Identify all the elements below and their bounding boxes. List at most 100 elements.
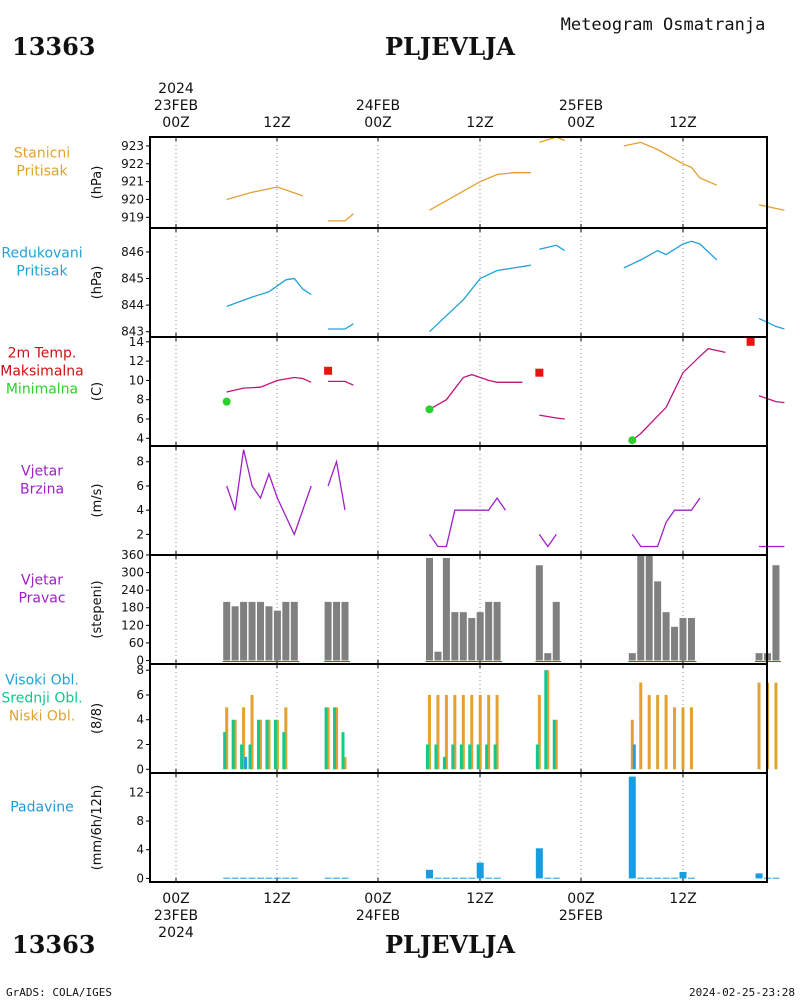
cloud-low-bar (436, 694, 440, 770)
precipitation-bar (654, 877, 662, 879)
cloud-mid-bar (544, 670, 548, 770)
cloud-low-bar (267, 719, 271, 770)
wind-direction-bar (248, 601, 256, 661)
y-tick-label: 14 (129, 335, 144, 349)
wind-direction-bar (341, 601, 349, 661)
cloud-mid-bar (468, 744, 472, 770)
y-tick-label: 4 (136, 843, 144, 857)
precipitation-bar (628, 776, 636, 879)
cloud-low-bar (681, 707, 685, 770)
wind-direction-bar (772, 565, 780, 661)
y-axis-label: (hPa) (90, 166, 105, 200)
wind-direction-bar (451, 612, 459, 661)
wind-direction-bar (687, 617, 695, 661)
bottom-tick-label-6: 12Z (669, 891, 696, 907)
cloud-low-bar (774, 682, 778, 770)
y-tick-label: 919 (121, 210, 144, 224)
series-line-station_pressure (328, 213, 354, 222)
wind-direction-bar (535, 565, 543, 661)
panel-cloud_cover: 0 2 4 6 8 (8/8) Visoki Obl. Srednji Obl. Niski O… (1, 663, 778, 776)
precipitation-bar (451, 877, 459, 879)
precipitation-bar (248, 877, 256, 879)
wind-direction-bar (265, 606, 273, 661)
cloud-low-bar (461, 694, 465, 770)
cloud-low-bar (259, 719, 262, 770)
panel-label-wind_speed: Brzina (20, 482, 64, 498)
precipitation-bar (333, 877, 341, 879)
wind-direction-bar (552, 601, 560, 661)
panel-frame (149, 227, 768, 338)
cloud-mid-bar (240, 744, 244, 770)
precipitation-bar (645, 877, 653, 879)
cloud-mid-bar (223, 732, 227, 770)
panel-label-cloud_cover: Visoki Obl. (5, 673, 79, 689)
panel-label-cloud_cover: Srednji Obl. (1, 691, 82, 707)
y-tick-label: 4 (136, 713, 144, 727)
y-tick-label: 6 (136, 479, 144, 493)
y-tick-label: 2 (136, 738, 144, 752)
y-tick-label: 0 (136, 762, 144, 776)
cloud-low-bar (275, 719, 279, 770)
series-line-reduced_pressure (328, 323, 354, 330)
cloud-low-bar (335, 707, 339, 770)
cloud-mid-bar (459, 744, 463, 770)
top-tick-label-4: 12Z (466, 115, 493, 131)
y-tick-label: 845 (121, 272, 144, 286)
y-tick-label: 120 (121, 618, 144, 632)
min-temp-marker (628, 436, 637, 445)
wind-direction-bar (654, 581, 662, 661)
cloud-low-bar (233, 719, 237, 770)
top-date-label-1: 23FEB (154, 98, 198, 114)
precipitation-bar (485, 877, 493, 879)
panel-temperature: 4 6 8 10 12 14 (C) 2m Temp. Maksimalna Minimalna (0, 335, 785, 447)
wind-direction-bar (755, 653, 763, 661)
wind-direction-bar (679, 617, 687, 661)
cloud-low-bar (546, 670, 550, 770)
cloud-low-bar (537, 694, 541, 770)
bottom-tick-label-4: 12Z (466, 891, 493, 907)
y-tick-label: 846 (121, 245, 144, 259)
cloud-low-bar (428, 694, 431, 770)
cloud-low-bar (326, 707, 330, 770)
wind-direction-bar (671, 626, 679, 661)
wind-direction-bar (645, 555, 653, 661)
y-axis-label: (mm/6h/12h) (90, 785, 105, 871)
max-temp-marker (746, 337, 755, 346)
bottom-date-label-1: 23FEB (154, 908, 198, 924)
top-tick-label-1: 00Z (162, 115, 189, 131)
panel-label-wind_speed: Vjetar (21, 464, 63, 480)
precipitation-bar (257, 877, 264, 879)
series-line-temperature (429, 373, 523, 410)
series-line-station_pressure (429, 172, 531, 211)
series-line-wind_speed (428, 496, 507, 548)
y-tick-label: 922 (121, 157, 144, 171)
y-tick-label: 60 (129, 636, 144, 650)
y-tick-label: 8 (136, 814, 144, 828)
bottom-tick-label-2: 12Z (263, 891, 290, 907)
wind-direction-bar (282, 601, 290, 661)
panel-label-station_pressure: Stanicni (14, 146, 70, 162)
wind-direction-bar (240, 601, 248, 661)
y-tick-label: 10 (129, 373, 144, 387)
y-axis-label: (stepeni) (90, 580, 105, 638)
station-name-bottom: PLJEVLJA (385, 930, 515, 959)
precipitation-bar (290, 877, 298, 879)
series-line-temperature (758, 395, 785, 404)
bottom-tick-label-5: 00Z (567, 891, 594, 907)
precipitation-bar (535, 848, 543, 879)
series-line-reduced_pressure (539, 244, 566, 252)
y-tick-label: 360 (121, 548, 144, 562)
cloud-mid-bar (257, 719, 260, 770)
y-tick-label: 6 (136, 688, 144, 702)
cloud-mid-bar (493, 744, 497, 770)
cloud-low-bar (284, 707, 288, 770)
cloud-mid-bar (265, 719, 269, 770)
wind-direction-bar (324, 601, 332, 661)
cloud-low-bar (444, 694, 448, 770)
cloud-low-bar (495, 694, 499, 770)
cloud-low-bar (250, 694, 254, 770)
panel-label-wind_direction: Pravac (18, 591, 65, 607)
precipitation-bar (679, 871, 687, 879)
precipitation-bar (772, 877, 780, 879)
top-date-label-3: 25FEB (559, 98, 603, 114)
